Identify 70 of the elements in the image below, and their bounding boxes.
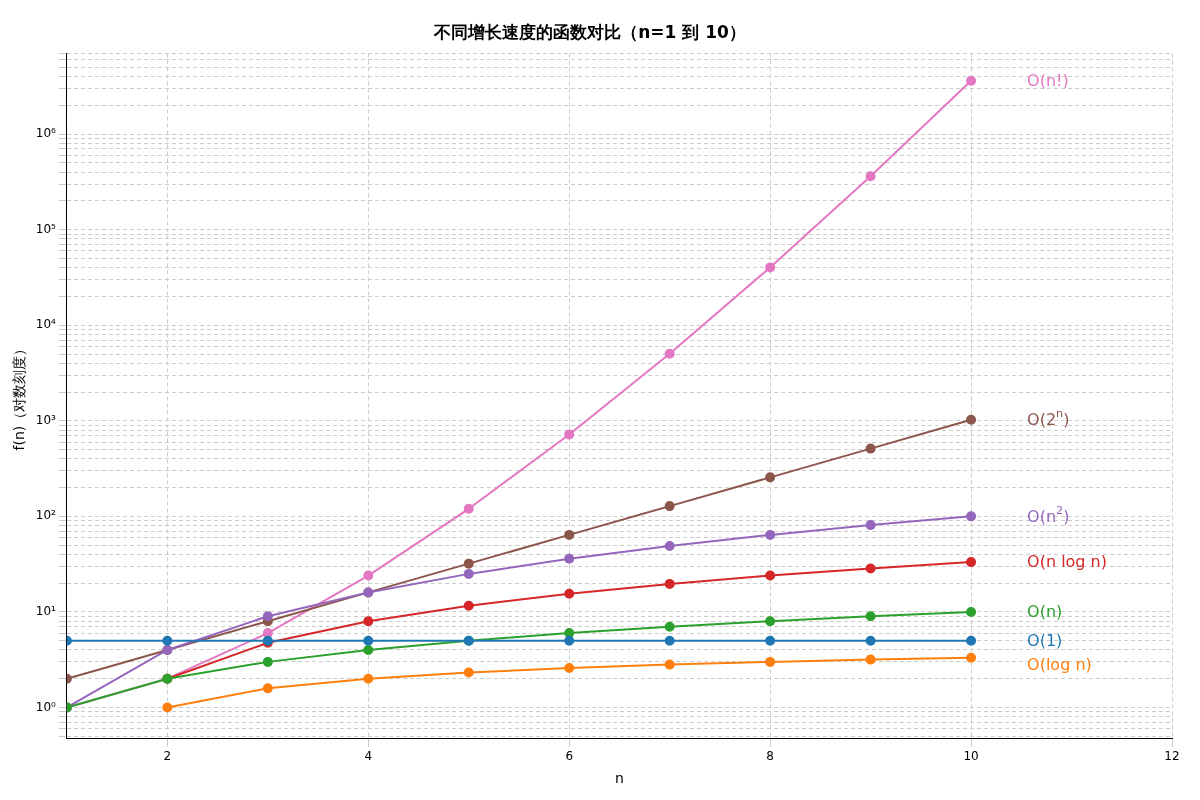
point	[865, 520, 876, 531]
point	[463, 667, 474, 678]
point	[463, 503, 474, 514]
point	[765, 570, 776, 581]
point	[966, 635, 977, 646]
text: O(n)	[1027, 602, 1063, 622]
point	[363, 570, 374, 581]
x-tick-label: 12	[1164, 749, 1180, 764]
point	[765, 472, 776, 483]
point	[664, 659, 675, 670]
point	[564, 588, 575, 599]
x-tick-label: 10	[963, 749, 979, 764]
point	[966, 606, 977, 617]
point	[966, 652, 977, 663]
x-tick-label: 6	[565, 749, 574, 764]
y-tick-label: 10¹	[35, 604, 57, 619]
point	[765, 529, 776, 540]
point	[765, 262, 776, 273]
text: O(1)	[1027, 630, 1063, 650]
point	[966, 511, 977, 522]
x-tick-label: 8	[766, 749, 774, 764]
point	[363, 644, 374, 655]
point	[765, 656, 776, 667]
point	[664, 501, 675, 512]
point	[262, 656, 273, 667]
x-tick-label: 2	[163, 749, 172, 764]
x-axis-title: n	[615, 770, 624, 787]
point	[664, 621, 675, 632]
point	[865, 563, 876, 574]
chart-title: 不同增长速度的函数对比（n=1 到 10）	[433, 21, 746, 42]
point	[363, 635, 374, 646]
point	[966, 557, 977, 568]
point	[664, 540, 675, 551]
point	[262, 683, 273, 694]
y-tick-label: 10⁵	[35, 221, 57, 236]
text: O(n!)	[1027, 70, 1069, 90]
text: O(log n)	[1027, 654, 1092, 674]
point	[664, 578, 675, 589]
point	[262, 611, 273, 622]
point	[162, 635, 173, 646]
point	[966, 414, 977, 425]
point	[564, 635, 575, 646]
point	[865, 635, 876, 646]
y-tick-label: 10⁶	[35, 126, 57, 141]
point	[664, 635, 675, 646]
x-tick-label: 4	[364, 749, 373, 764]
point	[564, 529, 575, 540]
point	[463, 600, 474, 611]
point	[765, 635, 776, 646]
point	[564, 663, 575, 674]
point	[865, 171, 876, 182]
point	[865, 654, 876, 665]
point	[363, 616, 374, 627]
point	[664, 348, 675, 359]
y-tick-label: 10⁰	[35, 699, 57, 714]
text: O(n log n)	[1027, 552, 1107, 572]
point	[363, 673, 374, 684]
point	[564, 429, 575, 440]
point	[765, 616, 776, 627]
point	[865, 611, 876, 622]
point	[463, 558, 474, 569]
y-axis-title: f(n)（对数刻度）	[11, 341, 28, 451]
point	[463, 568, 474, 579]
point	[865, 443, 876, 454]
y-tick-label: 10⁴	[35, 317, 57, 332]
y-tick-label: 10²	[35, 508, 57, 523]
point	[564, 553, 575, 564]
y-tick-label: 10³	[35, 412, 57, 427]
point	[162, 702, 173, 713]
point	[966, 75, 977, 86]
